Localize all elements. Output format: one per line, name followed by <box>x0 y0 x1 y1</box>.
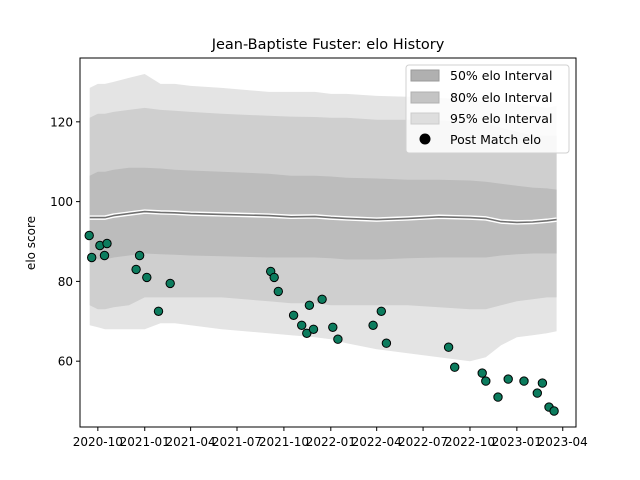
x-tick-label: 2021-07 <box>212 435 262 449</box>
post-match-point <box>532 388 542 398</box>
band-50 <box>89 167 557 260</box>
legend-box <box>405 64 570 154</box>
post-match-point <box>519 376 529 386</box>
post-match-point <box>368 320 378 330</box>
x-tick-label: 2022-10 <box>445 435 495 449</box>
post-match-point <box>317 294 327 304</box>
post-match-point <box>87 252 97 263</box>
x-tick-label: 2021-10 <box>259 435 309 449</box>
legend-label-points: Post Match elo <box>450 132 541 147</box>
legend-label-50: 50% elo Interval <box>450 68 552 83</box>
y-tick-label: 120 <box>50 115 73 129</box>
chart-title: Jean-Baptiste Fuster: elo History <box>211 37 445 53</box>
x-tick-label: 2021-04 <box>166 435 216 449</box>
y-tick-label: 100 <box>50 195 73 209</box>
y-axis-label: elo score <box>24 216 38 270</box>
post-match-point <box>477 368 487 378</box>
post-match-point <box>308 324 319 334</box>
post-match-point <box>269 272 279 283</box>
mean-elo-line-group <box>89 209 557 225</box>
mean-elo-line <box>89 210 557 224</box>
post-match-point <box>297 320 307 330</box>
y-axis: 60 80 100 120 <box>50 115 80 369</box>
y-tick-label: 80 <box>58 275 73 289</box>
post-match-point <box>84 230 94 241</box>
post-match-point <box>443 342 454 352</box>
post-match-point <box>165 278 175 289</box>
post-match-point <box>99 250 110 261</box>
post-match-point <box>481 376 491 386</box>
post-match-point <box>493 392 503 402</box>
plot-area-frame <box>79 57 577 428</box>
post-match-point <box>376 306 386 316</box>
post-match-point <box>153 306 164 316</box>
post-match-point <box>537 378 548 388</box>
legend-swatch-80 <box>410 91 440 104</box>
legend-swatch-95 <box>410 112 440 125</box>
post-match-point <box>450 362 460 372</box>
post-match-point <box>549 406 559 416</box>
post-match-point <box>273 286 283 297</box>
post-match-point <box>381 338 392 348</box>
post-match-point <box>102 238 112 249</box>
legend-label-95: 95% elo Interval <box>450 111 552 126</box>
x-tick-label: 2022-01 <box>306 435 356 449</box>
y-tick-label: 60 <box>58 355 73 369</box>
x-axis: 2020-102021-012021-042021-072021-102022-… <box>73 427 588 449</box>
legend-label-80: 80% elo Interval <box>450 90 552 105</box>
post-match-point <box>131 264 141 275</box>
x-tick-label: 2021-01 <box>120 435 170 449</box>
x-tick-label: 2023-04 <box>538 435 588 449</box>
x-tick-label: 2022-07 <box>398 435 448 449</box>
post-match-point <box>302 328 312 338</box>
post-match-points <box>84 230 559 416</box>
legend-marker-points <box>419 133 431 145</box>
post-match-point <box>333 334 343 344</box>
x-tick-label: 2020-10 <box>73 435 123 449</box>
legend-swatch-50 <box>410 69 440 82</box>
legend: 50% elo Interval 80% elo Interval 95% el… <box>405 64 570 154</box>
post-match-point <box>134 250 145 261</box>
post-match-point <box>142 272 152 283</box>
post-match-point <box>503 374 513 384</box>
post-match-point <box>288 310 299 320</box>
post-match-point <box>304 300 315 310</box>
x-tick-label: 2022-04 <box>352 435 402 449</box>
x-tick-label: 2023-01 <box>492 435 542 449</box>
post-match-point <box>328 322 338 332</box>
